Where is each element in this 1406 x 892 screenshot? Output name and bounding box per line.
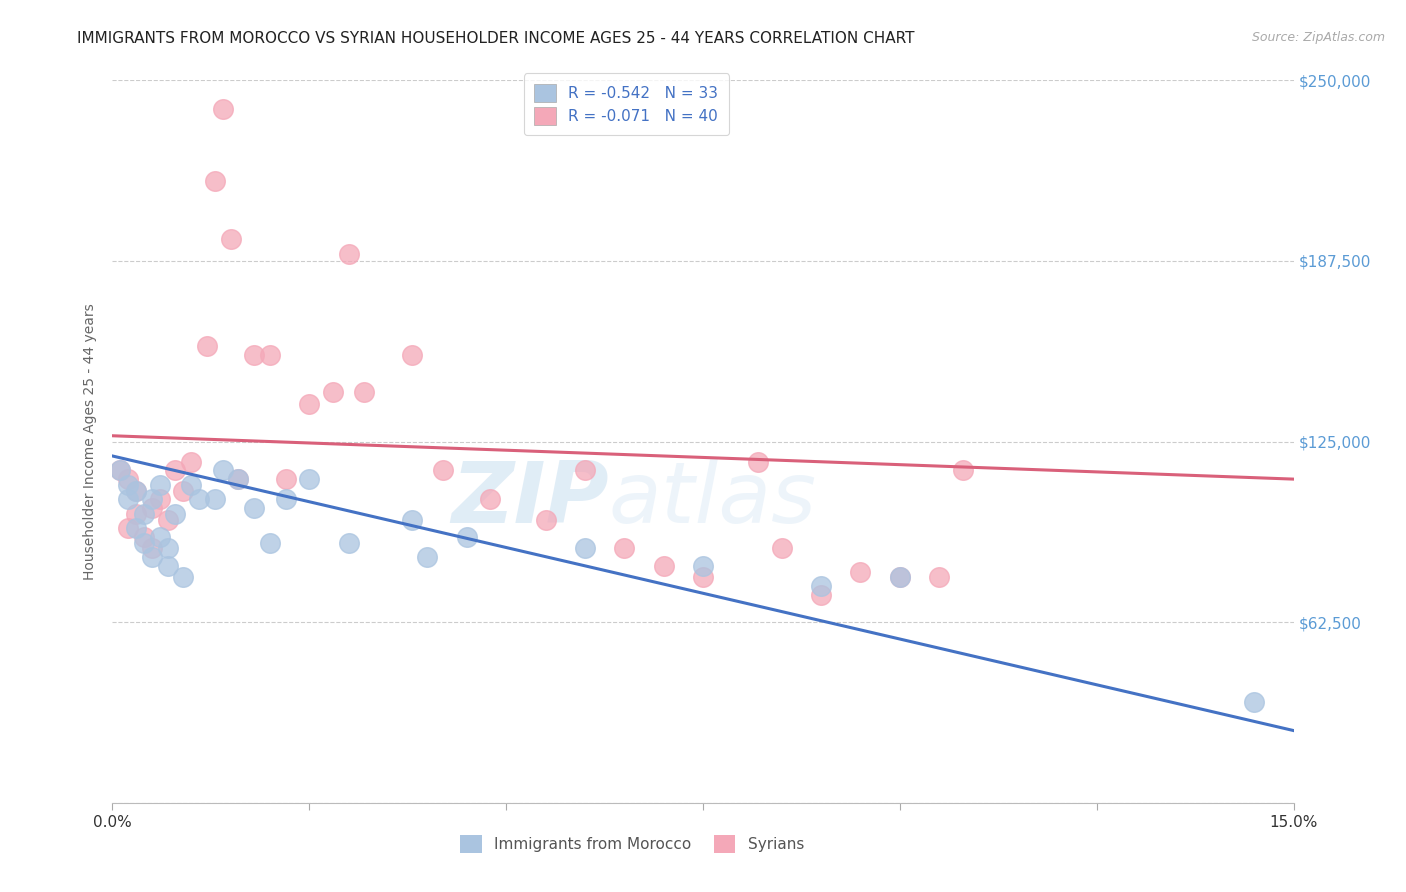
Point	[132, 507, 155, 521]
Point	[141, 492, 163, 507]
Y-axis label: Householder Income Ages 25 - 44 years: Householder Income Ages 25 - 44 years	[83, 303, 97, 580]
Point	[219, 232, 242, 246]
Point	[117, 521, 139, 535]
Point	[195, 339, 218, 353]
Point	[401, 348, 423, 362]
Point	[243, 348, 266, 362]
Text: atlas: atlas	[609, 458, 817, 541]
Text: ZIP: ZIP	[451, 458, 609, 541]
Text: IMMIGRANTS FROM MOROCCO VS SYRIAN HOUSEHOLDER INCOME AGES 25 - 44 YEARS CORRELAT: IMMIGRANTS FROM MOROCCO VS SYRIAN HOUSEH…	[77, 31, 915, 46]
Point	[156, 541, 179, 556]
Point	[574, 541, 596, 556]
Point	[353, 385, 375, 400]
Point	[172, 570, 194, 584]
Point	[132, 530, 155, 544]
Point	[337, 246, 360, 260]
Point	[810, 588, 832, 602]
Point	[110, 463, 132, 477]
Point	[228, 472, 250, 486]
Point	[456, 530, 478, 544]
Point	[180, 455, 202, 469]
Point	[149, 492, 172, 507]
Point	[259, 535, 281, 549]
Point	[322, 385, 344, 400]
Point	[849, 565, 872, 579]
Point	[180, 478, 202, 492]
Point	[274, 492, 297, 507]
Point	[259, 348, 281, 362]
Point	[613, 541, 636, 556]
Point	[149, 530, 172, 544]
Point	[188, 492, 211, 507]
Point	[243, 501, 266, 516]
Point	[416, 550, 439, 565]
Point	[534, 512, 557, 526]
Point	[125, 483, 148, 498]
Point	[165, 507, 187, 521]
Point	[810, 579, 832, 593]
Point	[889, 570, 911, 584]
Point	[141, 501, 163, 516]
Point	[110, 463, 132, 477]
Point	[692, 558, 714, 573]
Point	[928, 570, 950, 584]
Point	[479, 492, 502, 507]
Point	[156, 558, 179, 573]
Point	[211, 102, 233, 116]
Point	[117, 492, 139, 507]
Point	[228, 472, 250, 486]
Point	[156, 512, 179, 526]
Point	[165, 463, 187, 477]
Point	[337, 535, 360, 549]
Point	[117, 478, 139, 492]
Point	[401, 512, 423, 526]
Point	[432, 463, 454, 477]
Point	[574, 463, 596, 477]
Point	[125, 521, 148, 535]
Point	[889, 570, 911, 584]
Point	[1243, 695, 1265, 709]
Point	[274, 472, 297, 486]
Point	[204, 492, 226, 507]
Point	[132, 535, 155, 549]
Point	[770, 541, 793, 556]
Legend: Immigrants from Morocco, Syrians: Immigrants from Morocco, Syrians	[453, 827, 811, 860]
Point	[747, 455, 769, 469]
Point	[141, 550, 163, 565]
Point	[125, 483, 148, 498]
Point	[204, 174, 226, 188]
Point	[692, 570, 714, 584]
Point	[211, 463, 233, 477]
Point	[298, 397, 321, 411]
Point	[117, 472, 139, 486]
Point	[652, 558, 675, 573]
Point	[149, 478, 172, 492]
Text: Source: ZipAtlas.com: Source: ZipAtlas.com	[1251, 31, 1385, 45]
Point	[141, 541, 163, 556]
Point	[172, 483, 194, 498]
Point	[952, 463, 974, 477]
Point	[298, 472, 321, 486]
Point	[125, 507, 148, 521]
